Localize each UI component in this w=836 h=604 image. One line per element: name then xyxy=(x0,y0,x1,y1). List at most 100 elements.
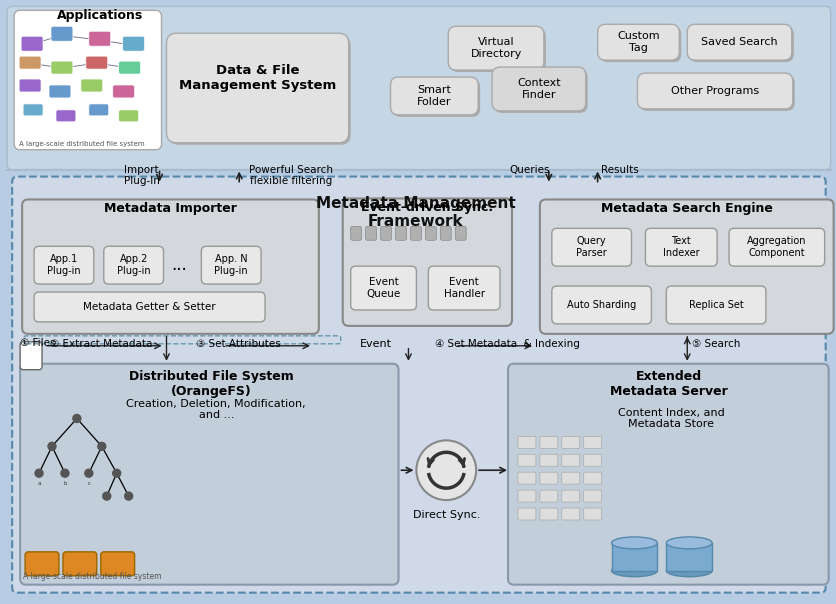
FancyBboxPatch shape xyxy=(21,36,43,51)
FancyBboxPatch shape xyxy=(645,228,716,266)
Text: App.1
Plug-in: App.1 Plug-in xyxy=(47,254,80,276)
FancyBboxPatch shape xyxy=(561,454,579,466)
FancyBboxPatch shape xyxy=(34,246,94,284)
FancyBboxPatch shape xyxy=(665,543,711,571)
Circle shape xyxy=(61,469,69,477)
Text: Metadata Getter & Setter: Metadata Getter & Setter xyxy=(83,302,216,312)
FancyBboxPatch shape xyxy=(583,454,601,466)
FancyBboxPatch shape xyxy=(89,31,110,46)
Text: Event: Event xyxy=(359,339,391,349)
Text: Import
Plug-In: Import Plug-In xyxy=(124,165,160,186)
Circle shape xyxy=(35,469,43,477)
FancyBboxPatch shape xyxy=(493,69,587,113)
FancyBboxPatch shape xyxy=(583,508,601,520)
Text: Smart
Folder: Smart Folder xyxy=(416,85,451,107)
Text: Metadata Search Engine: Metadata Search Engine xyxy=(600,202,772,216)
FancyBboxPatch shape xyxy=(539,472,557,484)
Circle shape xyxy=(48,442,56,451)
Text: Query
Parser: Query Parser xyxy=(576,236,606,258)
FancyBboxPatch shape xyxy=(425,226,436,240)
Text: Saved Search: Saved Search xyxy=(700,37,777,47)
Text: ② Extract Metadata: ② Extract Metadata xyxy=(50,339,152,349)
FancyBboxPatch shape xyxy=(639,75,794,111)
FancyBboxPatch shape xyxy=(81,79,103,92)
Circle shape xyxy=(416,440,476,500)
FancyBboxPatch shape xyxy=(517,472,535,484)
FancyBboxPatch shape xyxy=(539,454,557,466)
Text: Metadata Management
Framework: Metadata Management Framework xyxy=(315,196,515,229)
FancyBboxPatch shape xyxy=(119,61,140,74)
Circle shape xyxy=(73,414,81,422)
FancyBboxPatch shape xyxy=(13,176,824,593)
Circle shape xyxy=(113,469,120,477)
FancyBboxPatch shape xyxy=(561,472,579,484)
FancyBboxPatch shape xyxy=(611,543,656,571)
Text: Event
Handler: Event Handler xyxy=(443,277,484,299)
Text: c: c xyxy=(87,481,90,486)
Circle shape xyxy=(84,469,93,477)
Text: Content Index, and
Metadata Store: Content Index, and Metadata Store xyxy=(617,408,724,429)
FancyBboxPatch shape xyxy=(100,552,135,576)
Ellipse shape xyxy=(665,565,711,577)
FancyBboxPatch shape xyxy=(63,552,97,576)
FancyBboxPatch shape xyxy=(517,508,535,520)
Text: ⑤ Search: ⑤ Search xyxy=(691,339,740,349)
FancyBboxPatch shape xyxy=(450,28,545,72)
Text: A large-scale distributed file system: A large-scale distributed file system xyxy=(23,572,161,580)
Circle shape xyxy=(125,492,132,500)
FancyBboxPatch shape xyxy=(517,454,535,466)
FancyBboxPatch shape xyxy=(104,246,163,284)
Text: ...: ... xyxy=(171,256,187,274)
FancyBboxPatch shape xyxy=(428,266,499,310)
Text: Direct Sync.: Direct Sync. xyxy=(412,510,480,520)
FancyBboxPatch shape xyxy=(455,226,466,240)
FancyBboxPatch shape xyxy=(410,226,421,240)
Text: Event
Queue: Event Queue xyxy=(366,277,400,299)
FancyBboxPatch shape xyxy=(19,79,41,92)
FancyBboxPatch shape xyxy=(517,490,535,502)
Text: Applications: Applications xyxy=(57,9,143,22)
FancyBboxPatch shape xyxy=(551,286,650,324)
Circle shape xyxy=(103,492,110,500)
FancyBboxPatch shape xyxy=(551,228,630,266)
Text: ③ Set Attributes: ③ Set Attributes xyxy=(196,339,281,349)
FancyBboxPatch shape xyxy=(507,364,828,585)
Text: Event-driven Sync.: Event-driven Sync. xyxy=(361,202,493,214)
FancyBboxPatch shape xyxy=(688,26,793,62)
FancyBboxPatch shape xyxy=(34,292,265,322)
FancyBboxPatch shape xyxy=(86,56,108,69)
FancyBboxPatch shape xyxy=(686,24,791,60)
FancyBboxPatch shape xyxy=(583,490,601,502)
Text: ④ Set Metadata  & Indexing: ④ Set Metadata & Indexing xyxy=(435,339,579,349)
Text: Results: Results xyxy=(600,165,638,175)
FancyBboxPatch shape xyxy=(395,226,406,240)
FancyBboxPatch shape xyxy=(390,77,477,115)
FancyBboxPatch shape xyxy=(51,26,73,41)
Text: a: a xyxy=(38,481,41,486)
FancyBboxPatch shape xyxy=(380,226,391,240)
Text: Virtual
Directory: Virtual Directory xyxy=(470,37,521,59)
Text: Aggregation
Component: Aggregation Component xyxy=(747,236,806,258)
Text: Custom
Tag: Custom Tag xyxy=(616,31,659,53)
Text: Metadata Importer: Metadata Importer xyxy=(104,202,237,216)
FancyBboxPatch shape xyxy=(20,342,42,370)
FancyBboxPatch shape xyxy=(25,552,59,576)
FancyBboxPatch shape xyxy=(448,26,543,70)
Ellipse shape xyxy=(665,537,711,549)
Text: Extended
Metadata Server: Extended Metadata Server xyxy=(609,370,727,397)
FancyBboxPatch shape xyxy=(168,35,350,145)
Text: A large-scale distributed file system: A large-scale distributed file system xyxy=(19,141,145,147)
FancyBboxPatch shape xyxy=(123,36,145,51)
Ellipse shape xyxy=(611,537,656,549)
FancyBboxPatch shape xyxy=(392,79,480,117)
FancyBboxPatch shape xyxy=(23,104,43,116)
FancyBboxPatch shape xyxy=(539,508,557,520)
FancyBboxPatch shape xyxy=(440,226,451,240)
FancyBboxPatch shape xyxy=(20,364,398,585)
Text: Text
Indexer: Text Indexer xyxy=(662,236,699,258)
Text: Auto Sharding: Auto Sharding xyxy=(566,300,635,310)
FancyBboxPatch shape xyxy=(583,472,601,484)
FancyBboxPatch shape xyxy=(561,436,579,448)
FancyBboxPatch shape xyxy=(8,7,829,170)
Text: Powerful Search
flexible filtering: Powerful Search flexible filtering xyxy=(248,165,333,186)
